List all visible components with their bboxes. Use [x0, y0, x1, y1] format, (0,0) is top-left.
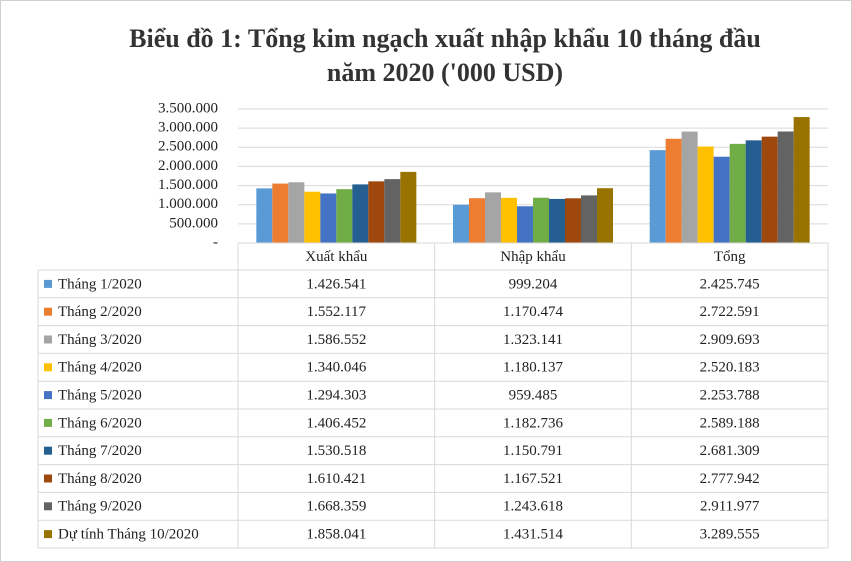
table-value: 3.289.555	[700, 527, 760, 543]
legend-label: Tháng 6/2020	[58, 415, 142, 431]
chart-title: Biểu đồ 1: Tổng kim ngạch xuất nhập khẩu…	[129, 24, 761, 87]
table-value: 1.426.541	[306, 276, 366, 292]
table-value: 1.180.137	[503, 360, 564, 376]
bar	[777, 131, 794, 243]
bar	[565, 198, 581, 243]
x-tick-label: Tổng	[714, 249, 746, 265]
bar	[501, 197, 517, 243]
y-tick-label: 3.000.000	[158, 120, 218, 136]
legend-swatch	[44, 335, 52, 344]
legend-swatch	[44, 418, 52, 427]
legend-label: Dự tính Tháng 10/2020	[58, 527, 199, 543]
table-value: 1.170.474	[503, 304, 564, 320]
legend-label: Tháng 2/2020	[58, 304, 142, 320]
table-value: 1.668.359	[306, 499, 366, 515]
table-value: 1.243.618	[503, 499, 563, 515]
legend-swatch	[44, 307, 52, 316]
table-value: 2.777.942	[700, 471, 760, 487]
table-value: 2.589.188	[700, 415, 760, 431]
legend-label: Tháng 3/2020	[58, 332, 142, 348]
y-tick-label: 2.500.000	[158, 139, 218, 155]
bar	[549, 198, 565, 243]
bar	[729, 143, 746, 243]
table-value: 2.911.977	[700, 499, 760, 515]
table-value: 1.530.518	[306, 443, 366, 459]
bar	[384, 179, 401, 243]
legend-label: Tháng 9/2020	[58, 499, 142, 515]
table-value: 999.204	[509, 276, 558, 292]
y-tick-label: -	[213, 234, 218, 250]
bar	[256, 188, 273, 243]
bar	[649, 150, 666, 243]
bar	[288, 182, 305, 243]
legend-label: Tháng 8/2020	[58, 471, 142, 487]
table-value: 1.586.552	[306, 332, 366, 348]
bar	[352, 184, 369, 243]
table-value: 2.681.309	[700, 443, 760, 459]
legend-swatch	[44, 363, 52, 372]
bar	[368, 181, 385, 243]
legend-label: Tháng 5/2020	[58, 388, 142, 404]
table-value: 2.425.745	[700, 276, 760, 292]
bar	[400, 171, 417, 243]
legend-swatch	[44, 530, 52, 539]
bar	[453, 204, 469, 243]
bar	[745, 140, 762, 243]
table-value: 1.610.421	[306, 471, 366, 487]
table-value: 1.406.452	[306, 415, 366, 431]
table-value: 1.340.046	[306, 360, 367, 376]
bar	[469, 198, 485, 243]
table-value: 1.858.041	[306, 527, 366, 543]
table-value: 1.323.141	[503, 332, 563, 348]
legend-label: Tháng 7/2020	[58, 443, 142, 459]
x-tick-label: Nhập khẩu	[500, 249, 566, 265]
bar	[581, 195, 597, 243]
table-value: 2.520.183	[700, 360, 760, 376]
table-value: 2.253.788	[700, 388, 760, 404]
legend-swatch	[44, 446, 52, 455]
y-tick-label: 3.500.000	[158, 100, 218, 116]
bar	[533, 197, 549, 243]
bar	[517, 206, 533, 243]
legend-label: Tháng 4/2020	[58, 360, 142, 376]
bar	[665, 138, 682, 243]
x-tick-label: Xuất khẩu	[305, 249, 368, 265]
bar	[336, 189, 353, 243]
legend-swatch	[44, 279, 52, 288]
table-value: 1.552.117	[307, 304, 367, 320]
bar	[597, 188, 613, 243]
legend-swatch	[44, 502, 52, 511]
table-value: 1.431.514	[503, 527, 564, 543]
table-value: 1.182.736	[503, 415, 564, 431]
legend-swatch	[44, 474, 52, 483]
bar	[793, 117, 810, 243]
bar	[697, 146, 714, 243]
table-value: 959.485	[509, 388, 558, 404]
y-tick-label: 2.000.000	[158, 158, 218, 174]
table-value: 2.722.591	[700, 304, 760, 320]
bar	[681, 131, 698, 243]
table-value: 1.167.521	[503, 471, 563, 487]
table-value: 1.294.303	[306, 388, 366, 404]
bar	[485, 192, 501, 243]
table-value: 1.150.791	[503, 443, 563, 459]
y-tick-label: 1.000.000	[158, 196, 218, 212]
bar	[320, 193, 337, 243]
bar	[713, 156, 730, 243]
legend-label: Tháng 1/2020	[58, 276, 142, 292]
bar	[761, 136, 778, 243]
y-tick-label: 1.500.000	[158, 177, 218, 193]
bar	[304, 191, 321, 243]
bar	[272, 183, 289, 243]
y-tick-label: 500.000	[169, 215, 218, 231]
table-value: 2.909.693	[700, 332, 760, 348]
legend-swatch	[44, 391, 52, 400]
